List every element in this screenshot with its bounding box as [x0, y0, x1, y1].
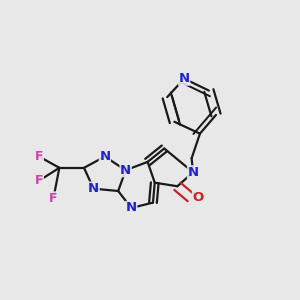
Text: N: N — [99, 150, 110, 163]
Text: O: O — [193, 191, 204, 204]
Text: N: N — [88, 182, 99, 195]
Text: N: N — [188, 166, 199, 179]
Text: F: F — [35, 174, 44, 187]
Text: F: F — [35, 150, 44, 163]
Text: F: F — [49, 192, 58, 205]
Text: N: N — [126, 202, 137, 214]
Text: N: N — [120, 164, 131, 177]
Text: N: N — [178, 72, 190, 85]
